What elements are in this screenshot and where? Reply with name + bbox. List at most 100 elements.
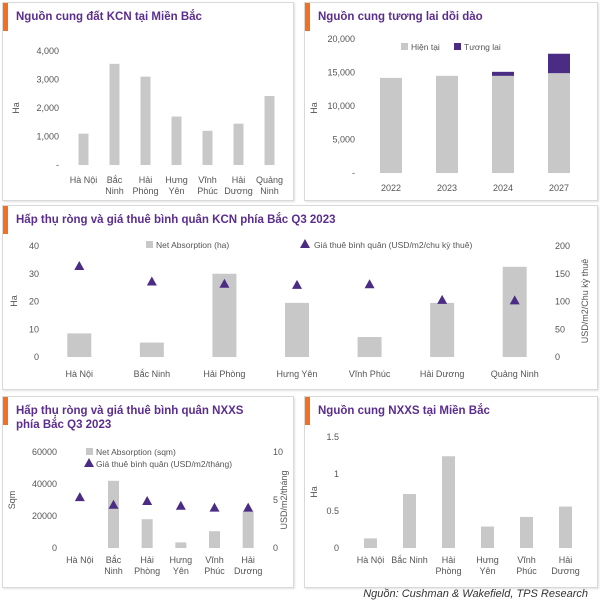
accent-bar <box>3 206 8 234</box>
y-tick-label: 1.5 <box>326 432 339 442</box>
bar <box>436 75 458 173</box>
legend-label: Net Absorption (sqm) <box>96 447 176 457</box>
bar <box>140 76 151 165</box>
bar <box>171 116 182 165</box>
legend-swatch <box>86 448 93 455</box>
rent-marker <box>219 278 230 288</box>
x-tick-label: Dương <box>234 566 262 576</box>
bar <box>430 302 455 357</box>
x-tick-label: Hưng <box>170 555 193 565</box>
bar-future <box>548 53 570 74</box>
x-tick-label: Ninh <box>260 186 279 196</box>
y-tick-label: 60000 <box>32 447 57 457</box>
rent-marker <box>74 260 85 270</box>
bar <box>559 506 572 548</box>
y2-tick-label: 5 <box>273 495 278 505</box>
x-tick-label: Dương <box>224 186 252 196</box>
x-tick-label: Hưng <box>165 175 188 185</box>
y-axis-label: Ha <box>9 295 19 307</box>
y-tick-label: 0 <box>52 543 57 553</box>
x-tick-label: Ninh <box>104 566 123 576</box>
x-tick-label: Hải <box>232 175 246 185</box>
chart-title: Hấp thụ ròng và giá thuê bình quân NXXS … <box>16 405 244 431</box>
y-tick-label: 20000 <box>32 511 57 521</box>
y-tick-label: - <box>352 168 355 178</box>
bar <box>357 337 382 357</box>
x-tick-label: Hải <box>241 555 255 565</box>
y-tick-label: 5,000 <box>332 135 355 145</box>
y-tick-label: 4,000 <box>36 46 59 56</box>
bar <box>285 302 309 357</box>
bar <box>108 480 119 548</box>
y-tick-label: 15,000 <box>327 68 355 78</box>
legend-label: Net Absorption (ha) <box>156 240 229 250</box>
x-tick-label: Yên <box>479 566 495 576</box>
bar <box>209 531 220 548</box>
legend-marker <box>84 458 94 467</box>
bar <box>264 96 275 165</box>
x-tick-label: Bắc <box>107 175 123 185</box>
x-tick-label: 2024 <box>493 183 513 193</box>
y2-tick-label: 50 <box>555 324 565 334</box>
bar-future <box>492 71 514 76</box>
panel-nxxs-supply: Nguồn cung NXXS tại Miền Bắc 0 0.5 1 1.5 Ha H… <box>304 396 598 588</box>
x-tick-label: Ninh <box>105 186 124 196</box>
bar <box>364 538 377 548</box>
bar <box>502 266 527 357</box>
x-tick-label: Bắc <box>106 555 122 565</box>
y2-tick-label: 100 <box>555 297 570 307</box>
rent-marker <box>364 279 375 289</box>
y-tick-label: 10 <box>29 324 39 334</box>
y-tick-label: 1,000 <box>36 132 59 142</box>
rent-marker <box>243 502 254 512</box>
bar <box>492 75 514 173</box>
panel-nxxs-absorption: Hấp thụ ròng và giá thuê bình quân NXXS … <box>2 396 294 588</box>
y-tick-label: 40 <box>29 241 39 251</box>
x-tick-label: Bắc Ninh <box>134 369 171 379</box>
chart-kcn-absorption: 0 10 20 30 40 0 50 100 150 200 Ha USD/m2/Chu kỳ thu… <box>9 239 590 379</box>
y-tick-label: 1 <box>334 469 339 479</box>
x-tick-label: Phúc <box>204 566 225 576</box>
bar <box>481 526 494 548</box>
x-tick-label: Vĩnh <box>198 175 217 185</box>
legend-label: Giá thuê bình quân (USD/m2/chu kỳ thuê) <box>314 240 472 250</box>
bar <box>78 133 89 165</box>
x-tick-label: 2023 <box>437 183 457 193</box>
bar <box>548 73 570 173</box>
panel-future-supply: Nguồn cung tương lai dồi dào - 5,000 10,00… <box>304 2 598 201</box>
chart-title: Nguồn cung đất KCN tại Miền Bắc <box>16 11 202 23</box>
bar <box>67 333 92 357</box>
chart-nxxs-absorption: 0 20000 40000 60000 0 5 10 Sqm USD/m2/tháng Net A… <box>7 447 289 576</box>
x-tick-label: Hà Nội <box>66 555 94 565</box>
y2-tick-label: 150 <box>555 269 570 279</box>
y-tick-label: 10,000 <box>327 101 355 111</box>
accent-bar <box>3 397 8 425</box>
bar <box>233 123 244 165</box>
y-tick-label: 0 <box>334 543 339 553</box>
x-tick-label: Phúc <box>516 566 537 576</box>
source-note: Nguồn: Cushman & Wakefield, TPS Research <box>363 588 588 600</box>
x-tick-label: Quảng <box>256 175 283 185</box>
rent-marker <box>175 500 186 510</box>
x-tick-label: Phúc <box>197 186 218 196</box>
y-tick-label: 20,000 <box>327 34 355 44</box>
bar <box>202 130 213 165</box>
bar <box>520 516 533 548</box>
legend-label: Hiện tại <box>411 42 440 52</box>
rent-marker <box>292 279 302 289</box>
x-tick-label: Bắc Ninh <box>391 555 428 565</box>
legend-swatch <box>401 43 408 50</box>
y-axis-label: Sqm <box>7 491 17 510</box>
x-tick-label: Vĩnh Phúc <box>349 369 391 379</box>
bar <box>403 493 416 548</box>
x-tick-label: Phòng <box>132 186 158 196</box>
y-tick-label: 0.5 <box>326 506 339 516</box>
x-tick-label: Hải Phòng <box>203 369 245 379</box>
bar <box>242 511 254 548</box>
x-tick-label: Hà Nội <box>70 175 98 185</box>
x-tick-label: Hải <box>559 555 573 565</box>
x-tick-label: Yên <box>173 566 189 576</box>
y2-axis-label: USD/m2/Chu kỳ thuê <box>580 259 590 344</box>
x-tick-label: Hải <box>140 555 154 565</box>
